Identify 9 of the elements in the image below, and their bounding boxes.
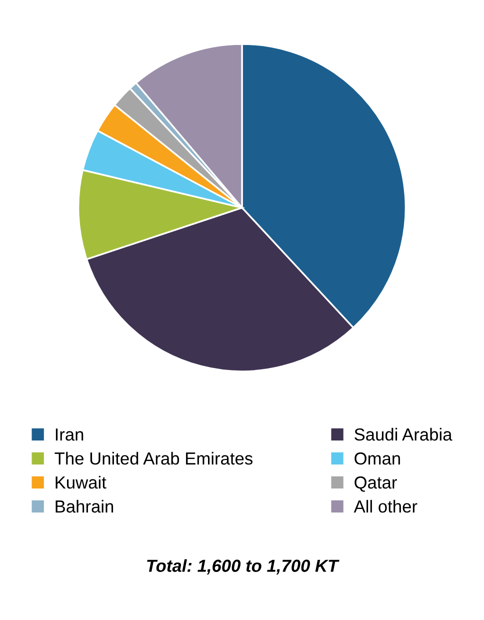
text: Total: 1,600 to 1,700 KT — [147, 559, 340, 574]
legend-label: Iran — [56, 428, 84, 441]
legend-label: Saudi Arabia — [354, 428, 452, 441]
legend-label: Bahrain — [56, 500, 114, 513]
legend-label: Qatar — [354, 476, 397, 492]
legend-label: Kuwait — [56, 476, 106, 489]
legend-label: The United Arab Emirates — [54, 452, 252, 465]
legend-label: All other — [354, 500, 418, 513]
legend-label: Oman — [354, 452, 400, 465]
